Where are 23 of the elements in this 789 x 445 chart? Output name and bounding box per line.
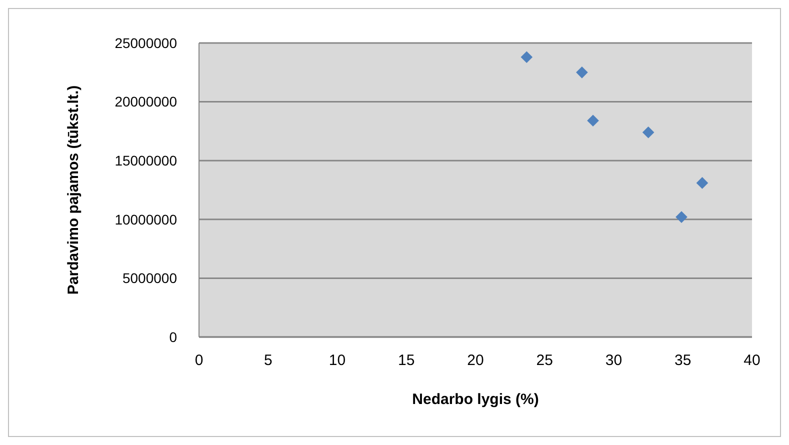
x-tick-label: 15 — [398, 352, 415, 369]
x-tick-label: 10 — [328, 352, 346, 369]
x-tick-label: 35 — [674, 352, 692, 369]
y-axis-title: Pardavimo pajamos (tūkst.lt.) — [65, 85, 82, 295]
point — [676, 211, 688, 223]
y-tick-label: 0 — [169, 328, 178, 345]
y-tick-label: 10000000 — [114, 211, 178, 228]
x-axis-title: Nedarbo lygis (%) — [412, 391, 539, 408]
x-tick-label: 25 — [536, 352, 553, 369]
point — [587, 114, 599, 127]
x-tick-label: 20 — [467, 352, 484, 369]
x-tick-label: 30 — [605, 352, 622, 369]
point — [642, 126, 654, 138]
y-tick-label: 25000000 — [114, 34, 178, 51]
y-tick-label: 20000000 — [114, 94, 178, 110]
x-tick-label: 0 — [194, 352, 204, 369]
y-tick-label: 5000000 — [122, 270, 178, 286]
point — [520, 51, 533, 64]
x-tick-label: 40 — [744, 352, 760, 369]
point — [696, 177, 708, 189]
y-tick-label: 15000000 — [114, 152, 178, 168]
x-tick-label: 5 — [264, 352, 272, 369]
point — [576, 66, 588, 78]
